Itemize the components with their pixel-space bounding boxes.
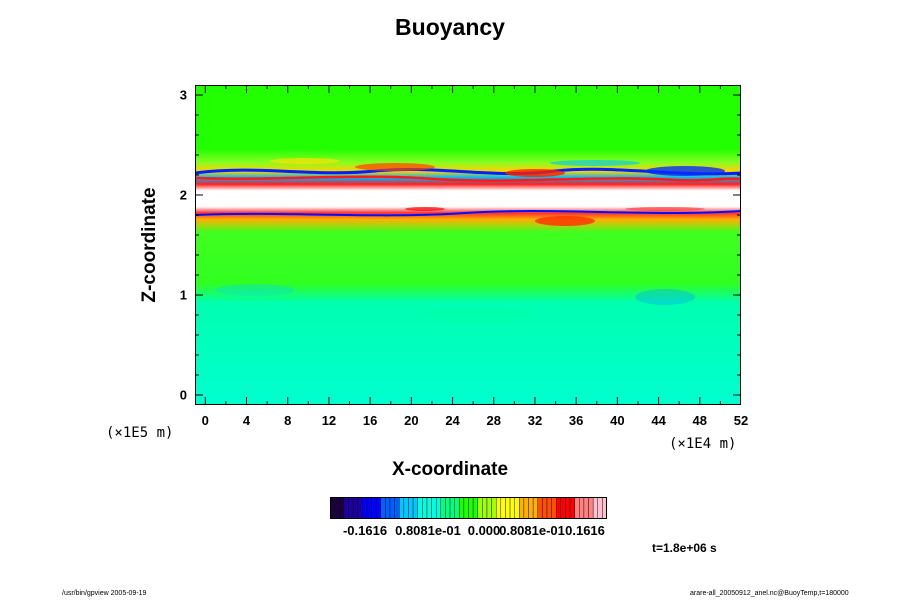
colorbar-swatch xyxy=(422,497,428,519)
colorbar-swatch xyxy=(523,497,529,519)
colorbar-frame xyxy=(330,497,607,519)
x-tick-label: 28 xyxy=(486,413,501,428)
colorbar-swatch xyxy=(500,497,506,519)
colorbar-swatch xyxy=(399,497,405,519)
colorbar-swatch xyxy=(459,497,465,519)
colorbar-swatch xyxy=(528,497,534,519)
colorbar-swatch xyxy=(394,497,400,519)
colorbar-swatch xyxy=(509,497,515,519)
x-axis-label: X-coordinate xyxy=(391,459,509,480)
y-tick-label: 1 xyxy=(179,287,187,303)
colorbar-swatch xyxy=(537,497,543,519)
colorbar-swatch xyxy=(542,497,548,519)
y-tick-label: 2 xyxy=(179,187,187,203)
colorbar-swatch xyxy=(532,497,538,519)
colorbar-swatch xyxy=(472,497,478,519)
x-tick-label: 0 xyxy=(201,413,209,428)
colorbar xyxy=(330,497,607,519)
colorbar-swatch xyxy=(569,497,575,519)
colorbar-swatch xyxy=(380,497,386,519)
y-tick-label: 0 xyxy=(179,387,187,403)
x-axis-unit: (×1E4 m) xyxy=(669,436,737,452)
colorbar-swatch xyxy=(403,497,409,519)
colorbar-swatch xyxy=(551,497,557,519)
footer-left: /usr/bin/gpview 2005-09-19 xyxy=(62,590,147,597)
lower-shear-layer xyxy=(195,207,741,226)
colorbar-swatch xyxy=(417,497,423,519)
colorbar-swatch xyxy=(334,497,340,519)
colorbar-swatch xyxy=(463,497,469,519)
colorbar-swatch xyxy=(343,497,349,519)
colorbar-swatch xyxy=(352,497,358,519)
colorbar-swatch xyxy=(505,497,511,519)
colorbar-tick-label: 0.8081e-01 xyxy=(395,523,461,538)
colorbar-swatch xyxy=(519,497,525,519)
colorbar-swatch xyxy=(514,497,520,519)
x-tick-label: 48 xyxy=(692,413,708,428)
x-tick-label: 12 xyxy=(321,413,337,428)
colorbar-swatch xyxy=(556,497,562,519)
colorbar-swatch xyxy=(435,497,442,519)
colorbar-swatch xyxy=(348,497,354,519)
x-tick-label: 44 xyxy=(651,413,666,428)
colorbar-swatch xyxy=(412,497,418,519)
x-tick-label: 16 xyxy=(362,413,378,428)
colorbar-swatch xyxy=(454,497,460,519)
lower-turbulence xyxy=(215,284,695,323)
heatmap-plot-area xyxy=(195,85,741,405)
colorbar-swatch xyxy=(486,497,492,519)
field-background xyxy=(195,85,741,405)
colorbar-swatch xyxy=(357,497,363,519)
plot-frame xyxy=(195,85,741,405)
footer-right: arare-all_20050912_anel.nc@BuoyTemp,t=18… xyxy=(690,590,849,597)
colorbar-swatch xyxy=(385,497,391,519)
x-tick-label: 32 xyxy=(527,413,543,428)
colorbar-swatch xyxy=(445,497,451,519)
colorbar-swatch xyxy=(431,497,437,519)
y-axis-unit: (×1E5 m) xyxy=(106,425,174,441)
colorbar-swatch xyxy=(579,497,585,519)
upper-shear-layer xyxy=(195,158,741,182)
colorbar-tick-label: -0.1616 xyxy=(342,523,388,538)
colorbar-swatch xyxy=(362,497,368,519)
colorbar-swatch xyxy=(371,497,377,519)
colorbar-swatch xyxy=(366,497,372,519)
colorbar-swatch xyxy=(588,497,594,519)
colorbar-swatch xyxy=(389,497,395,519)
colorbar-swatch xyxy=(583,497,589,519)
colorbar-swatch xyxy=(565,497,571,519)
y-axis-label: Z-coordinate xyxy=(139,187,160,303)
colorbar-tick-label: 0.8081e-01 xyxy=(499,523,565,538)
colorbar-swatch xyxy=(546,497,552,519)
colorbar-swatch xyxy=(592,497,598,519)
colorbar-swatch xyxy=(375,497,381,519)
x-tick-label: 20 xyxy=(404,413,419,428)
colorbar-swatch xyxy=(440,497,446,519)
colorbar-swatch xyxy=(491,497,497,519)
x-tick-label: 4 xyxy=(242,413,251,428)
x-tick-label: 36 xyxy=(568,413,584,428)
colorbar-swatch xyxy=(597,497,603,519)
colorbar-tick-label: 0.1616 xyxy=(565,523,605,538)
x-tick-label: 8 xyxy=(284,413,292,428)
y-tick-marks xyxy=(195,94,741,396)
colorbar-swatch xyxy=(560,497,566,519)
colorbar-swatch xyxy=(477,497,483,519)
colorbar-tick-label: 0.000 xyxy=(467,523,501,538)
time-label: t=1.8e+06 s xyxy=(652,541,717,555)
colorbar-swatch xyxy=(574,497,580,519)
x-tick-marks xyxy=(204,85,741,405)
colorbar-swatch xyxy=(495,497,502,519)
colorbar-swatch xyxy=(468,497,474,519)
colorbar-swatch xyxy=(449,497,455,519)
x-tick-label: 40 xyxy=(610,413,625,428)
x-tick-label: 52 xyxy=(733,413,749,428)
chart-title: Buoyancy xyxy=(395,14,505,40)
colorbar-swatch xyxy=(482,497,488,519)
colorbar-swatch xyxy=(339,497,345,519)
y-tick-label: 3 xyxy=(179,87,187,103)
x-tick-label: 24 xyxy=(445,413,460,428)
colorbar-swatch xyxy=(408,497,414,519)
colorbar-swatch xyxy=(426,497,432,519)
